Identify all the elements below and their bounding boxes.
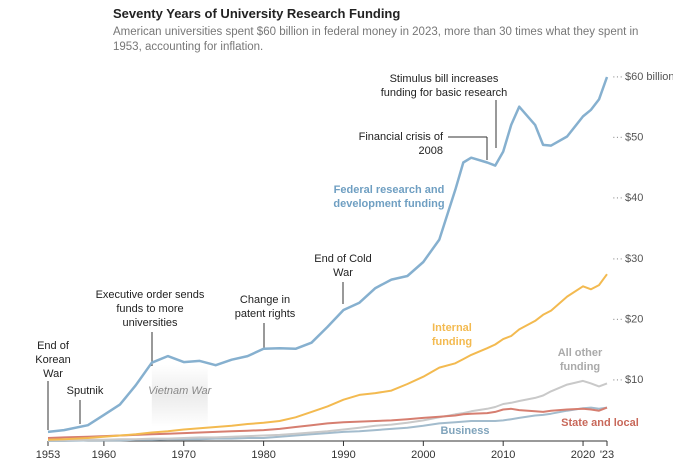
x-tick-label: 1953 bbox=[36, 449, 60, 461]
x-tick-label: 2000 bbox=[411, 449, 435, 461]
tick-dots: ··· bbox=[612, 192, 623, 204]
series-line bbox=[47, 406, 608, 439]
legend-label: Business bbox=[440, 425, 490, 437]
legend-label: Federal research and development funding bbox=[333, 184, 445, 210]
shaded-period-label: Vietnam War bbox=[148, 385, 212, 397]
y-tick-label: $10 bbox=[625, 374, 643, 386]
tick-dots: ··· bbox=[612, 253, 623, 265]
annotation: Stimulus bill increases funding for basi… bbox=[380, 73, 508, 99]
series-line bbox=[47, 273, 608, 441]
series-line bbox=[47, 76, 609, 434]
tick-dots: ··· bbox=[612, 71, 623, 83]
tick-dots: ··· bbox=[612, 132, 623, 144]
y-tick-label: $60 billion bbox=[625, 71, 673, 83]
legend-label: State and local bbox=[561, 417, 639, 429]
y-tick-label: $30 bbox=[625, 253, 643, 265]
annotation: Change in patent rights bbox=[234, 294, 296, 320]
x-tick-label: 1980 bbox=[251, 449, 275, 461]
annotation: Financial crisis of 2008 bbox=[358, 131, 443, 157]
x-tick-label: 1960 bbox=[92, 449, 116, 461]
y-tick-label: $20 bbox=[625, 314, 643, 326]
x-tick-label: 2010 bbox=[491, 449, 515, 461]
annotation: End of Korean War bbox=[35, 340, 71, 380]
x-tick-label: 1970 bbox=[172, 449, 196, 461]
x-tick-label: 2020 bbox=[571, 449, 595, 461]
annotation: Sputnik bbox=[66, 385, 104, 397]
legend-label: Internal funding bbox=[431, 322, 473, 348]
x-tick-label: '23 bbox=[600, 449, 614, 461]
annotation: Executive order sends funds to more univ… bbox=[95, 289, 205, 329]
y-tick-label: $40 bbox=[625, 192, 643, 204]
tick-dots: ··· bbox=[612, 374, 623, 386]
x-tick-label: 1990 bbox=[331, 449, 355, 461]
chart-title: Seventy Years of University Research Fun… bbox=[113, 6, 401, 21]
series-line bbox=[48, 379, 608, 442]
tick-dots: ··· bbox=[612, 314, 623, 326]
y-tick-label: $50 bbox=[625, 132, 643, 144]
shaded-period bbox=[151, 365, 208, 427]
legend-label: All other funding bbox=[557, 347, 603, 373]
annotation: End of Cold War bbox=[314, 253, 372, 279]
chart-subtitle: American universities spent $60 billion … bbox=[113, 26, 639, 53]
